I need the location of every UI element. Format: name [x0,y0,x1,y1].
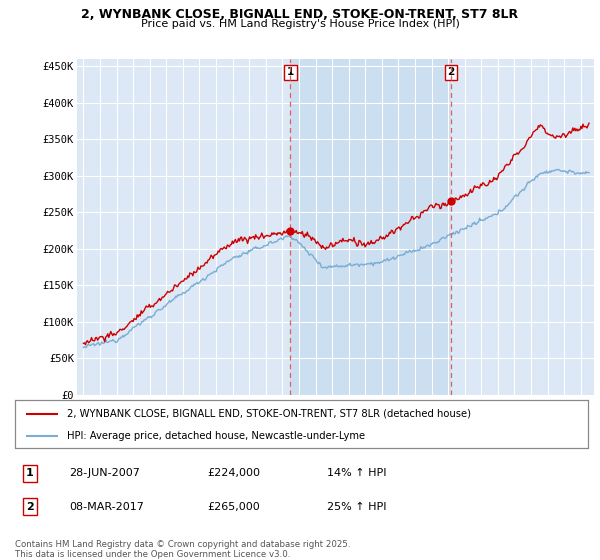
Text: Price paid vs. HM Land Registry's House Price Index (HPI): Price paid vs. HM Land Registry's House … [140,19,460,29]
Text: £265,000: £265,000 [207,502,260,512]
Text: 2, WYNBANK CLOSE, BIGNALL END, STOKE-ON-TRENT, ST7 8LR (detached house): 2, WYNBANK CLOSE, BIGNALL END, STOKE-ON-… [67,409,470,419]
Text: HPI: Average price, detached house, Newcastle-under-Lyme: HPI: Average price, detached house, Newc… [67,431,365,441]
Text: 28-JUN-2007: 28-JUN-2007 [69,468,140,478]
Text: 1: 1 [26,468,34,478]
Text: Contains HM Land Registry data © Crown copyright and database right 2025.
This d: Contains HM Land Registry data © Crown c… [15,540,350,559]
Point [446,197,456,206]
Text: £224,000: £224,000 [207,468,260,478]
Text: 2, WYNBANK CLOSE, BIGNALL END, STOKE-ON-TRENT, ST7 8LR: 2, WYNBANK CLOSE, BIGNALL END, STOKE-ON-… [82,8,518,21]
Text: 1: 1 [287,67,294,77]
Text: 2: 2 [448,67,455,77]
Text: 08-MAR-2017: 08-MAR-2017 [69,502,144,512]
Text: 2: 2 [26,502,34,512]
Text: 25% ↑ HPI: 25% ↑ HPI [327,502,386,512]
Point [286,227,295,236]
Text: 14% ↑ HPI: 14% ↑ HPI [327,468,386,478]
Bar [290,59,451,395]
